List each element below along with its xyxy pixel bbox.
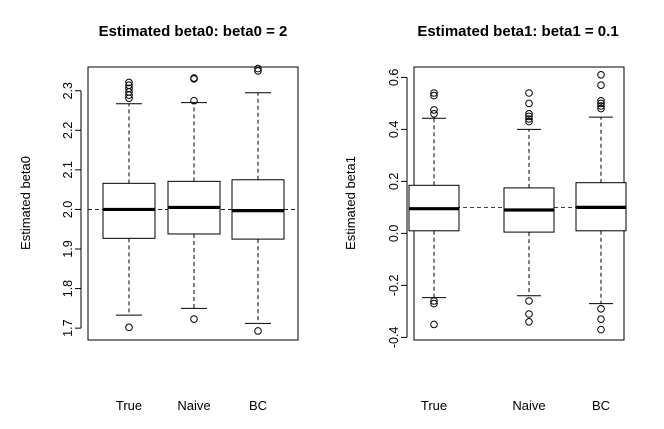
box-bc	[575, 71, 627, 334]
outlier-point	[597, 97, 605, 105]
box-naive	[167, 74, 221, 323]
outlier-point	[597, 325, 605, 334]
outlier-point	[525, 297, 533, 305]
y-tick-label: 0.6	[387, 69, 401, 86]
outlier-point	[430, 299, 438, 308]
outlier-point	[525, 99, 533, 108]
outlier-point	[525, 110, 533, 118]
box-true	[102, 78, 156, 332]
outlier-point	[430, 91, 438, 100]
y-tick-label: -0.4	[387, 327, 401, 349]
outlier-point	[597, 315, 605, 324]
y-tick-label: 2.0	[61, 201, 75, 218]
outlier-point	[430, 89, 438, 97]
y-tick-label: 2.3	[61, 82, 75, 99]
outlier-point	[190, 315, 198, 323]
x-category-label: Naive	[177, 398, 210, 413]
outlier-point	[254, 67, 262, 75]
outlier-point	[125, 78, 133, 87]
outlier-point	[125, 323, 133, 332]
y-tick-label: 1.7	[61, 319, 75, 336]
boxplot-panel-beta0: Estimated beta0: beta0 = 2 Estimated bet…	[18, 23, 299, 413]
outlier-point	[525, 117, 533, 126]
outlier-point	[254, 64, 262, 73]
outlier-point	[190, 74, 198, 82]
outlier-point	[597, 305, 605, 313]
outlier-point	[254, 327, 262, 335]
y-axis-label: Estimated beta0	[18, 156, 33, 250]
outlier-point	[597, 81, 605, 89]
outlier-point	[190, 96, 198, 105]
outlier-point	[525, 115, 533, 123]
outlier-point	[525, 318, 533, 326]
x-category-label: BC	[249, 398, 267, 413]
y-tick-label: 0.2	[387, 173, 401, 190]
outlier-point	[597, 104, 605, 113]
y-tick-label: 2.1	[61, 161, 75, 178]
box-naive	[503, 89, 555, 326]
x-category-label: True	[421, 398, 447, 413]
outlier-point	[597, 102, 605, 110]
chart-title: Estimated beta0: beta0 = 2	[99, 23, 288, 40]
y-tick-label: 0.0	[387, 225, 401, 242]
outlier-point	[597, 71, 605, 79]
y-tick-label: 2.2	[61, 122, 75, 139]
boxplot-panel-beta1: Estimated beta1: beta1 = 0.1 Estimated b…	[343, 23, 627, 413]
chart-title: Estimated beta1: beta1 = 0.1	[417, 23, 618, 40]
x-category-label: True	[116, 398, 142, 413]
outlier-point	[430, 297, 438, 305]
outlier-point	[430, 110, 438, 118]
outlier-point	[525, 310, 533, 318]
plot-frame	[87, 66, 299, 341]
outlier-point	[430, 106, 438, 114]
outlier-point	[125, 81, 133, 89]
y-tick-label: 0.4	[387, 121, 401, 138]
y-axis-label: Estimated beta1	[343, 156, 358, 250]
x-category-label: Naive	[512, 398, 545, 413]
outlier-point	[525, 89, 533, 97]
outlier-point	[125, 84, 133, 93]
outlier-point	[597, 99, 605, 108]
outlier-point	[525, 112, 533, 121]
y-tick-label: 1.9	[61, 240, 75, 257]
y-tick-label: -0.2	[387, 275, 401, 297]
box-true	[408, 89, 460, 329]
y-tick-label: 1.8	[61, 280, 75, 297]
x-category-label: BC	[592, 398, 610, 413]
outlier-point	[430, 320, 438, 329]
box-bc	[231, 64, 285, 335]
